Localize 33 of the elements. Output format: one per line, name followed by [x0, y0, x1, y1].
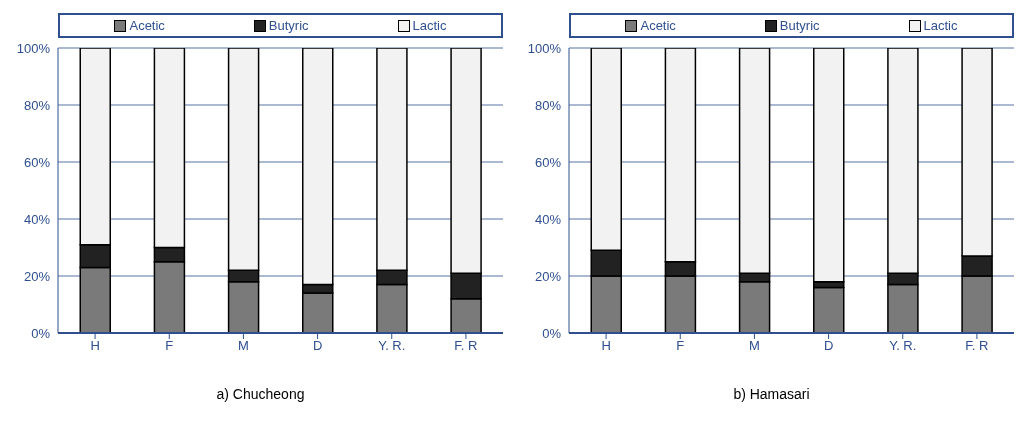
x-tick-label: F: [676, 338, 685, 354]
x-tick-label: D: [312, 338, 323, 354]
y-tick-label: 40%: [534, 211, 562, 227]
legend-label: Butyric: [778, 18, 820, 33]
x-tick-label: Y. R.: [889, 338, 917, 354]
legend-label: Butyric: [267, 18, 309, 33]
y-tick-label: 100%: [16, 40, 51, 56]
bar: [813, 286, 845, 333]
x-tick-label: H: [90, 338, 100, 354]
legend-label: Acetic: [128, 18, 165, 33]
x-tick-label: D: [823, 338, 834, 354]
y-tick-label: 20%: [23, 268, 51, 284]
x-tick-label: H: [601, 338, 611, 354]
x-tick-label: F: [165, 338, 174, 354]
text: a) Chucheong: [215, 386, 306, 402]
y-tick-label: 60%: [534, 154, 562, 170]
x-tick-label: Y. R.: [378, 338, 406, 354]
y-tick-label: 60%: [23, 154, 51, 170]
y-tick-label: 40%: [23, 211, 51, 227]
x-tick-label: M: [748, 338, 760, 354]
y-tick-label: 100%: [527, 40, 562, 56]
y-tick-label: 80%: [534, 97, 562, 113]
legend-label: Lactic: [922, 18, 958, 33]
x-tick-label: F. R: [454, 338, 478, 354]
x-tick-label: F. R: [965, 338, 989, 354]
legend-label: Acetic: [639, 18, 676, 33]
y-tick-label: 20%: [534, 268, 562, 284]
y-tick-label: 80%: [23, 97, 51, 113]
text: b) Hamasari: [732, 386, 811, 402]
x-tick-label: M: [237, 338, 249, 354]
legend-label: Lactic: [411, 18, 447, 33]
y-tick-label: 0%: [31, 325, 51, 341]
y-tick-label: 0%: [542, 325, 562, 341]
